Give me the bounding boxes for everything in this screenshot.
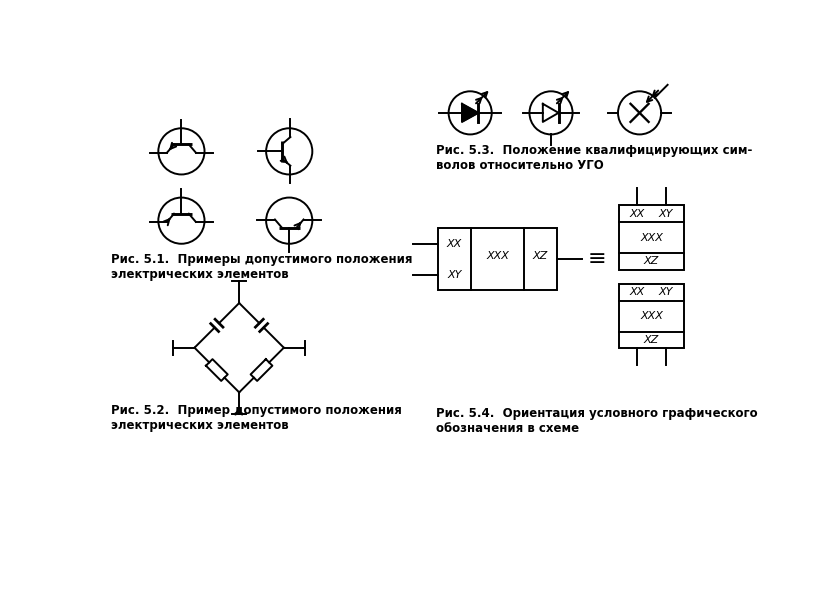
Bar bbox=[619, 206, 684, 270]
Text: XY: XY bbox=[658, 287, 673, 297]
Text: XX: XX bbox=[447, 239, 462, 249]
Text: XXX: XXX bbox=[640, 311, 663, 321]
Text: Рис. 5.3.  Положение квалифицирующих сим-
волов относительно УГО: Рис. 5.3. Положение квалифицирующих сим-… bbox=[436, 144, 752, 172]
Text: XXX: XXX bbox=[640, 233, 663, 242]
Text: XY: XY bbox=[447, 270, 462, 280]
Bar bbox=[619, 284, 684, 349]
Text: XZ: XZ bbox=[533, 251, 548, 261]
Text: Рис. 5.4.  Ориентация условного графического
обозначения в схеме: Рис. 5.4. Ориентация условного графическ… bbox=[436, 407, 757, 435]
Text: XY: XY bbox=[658, 208, 673, 219]
Text: XX: XX bbox=[630, 287, 645, 297]
Text: XZ: XZ bbox=[644, 335, 659, 345]
Text: ≡: ≡ bbox=[588, 249, 607, 269]
Text: Рис. 5.1.  Примеры допустимого положения
электрических элементов: Рис. 5.1. Примеры допустимого положения … bbox=[111, 253, 412, 281]
Text: XZ: XZ bbox=[644, 257, 659, 267]
Text: XXX: XXX bbox=[486, 251, 509, 261]
Bar bbox=[438, 228, 557, 290]
Text: XX: XX bbox=[630, 208, 645, 219]
Text: Рис. 5.2.  Пример допустимого положения
электрических элементов: Рис. 5.2. Пример допустимого положения э… bbox=[111, 404, 401, 432]
Polygon shape bbox=[462, 104, 478, 122]
